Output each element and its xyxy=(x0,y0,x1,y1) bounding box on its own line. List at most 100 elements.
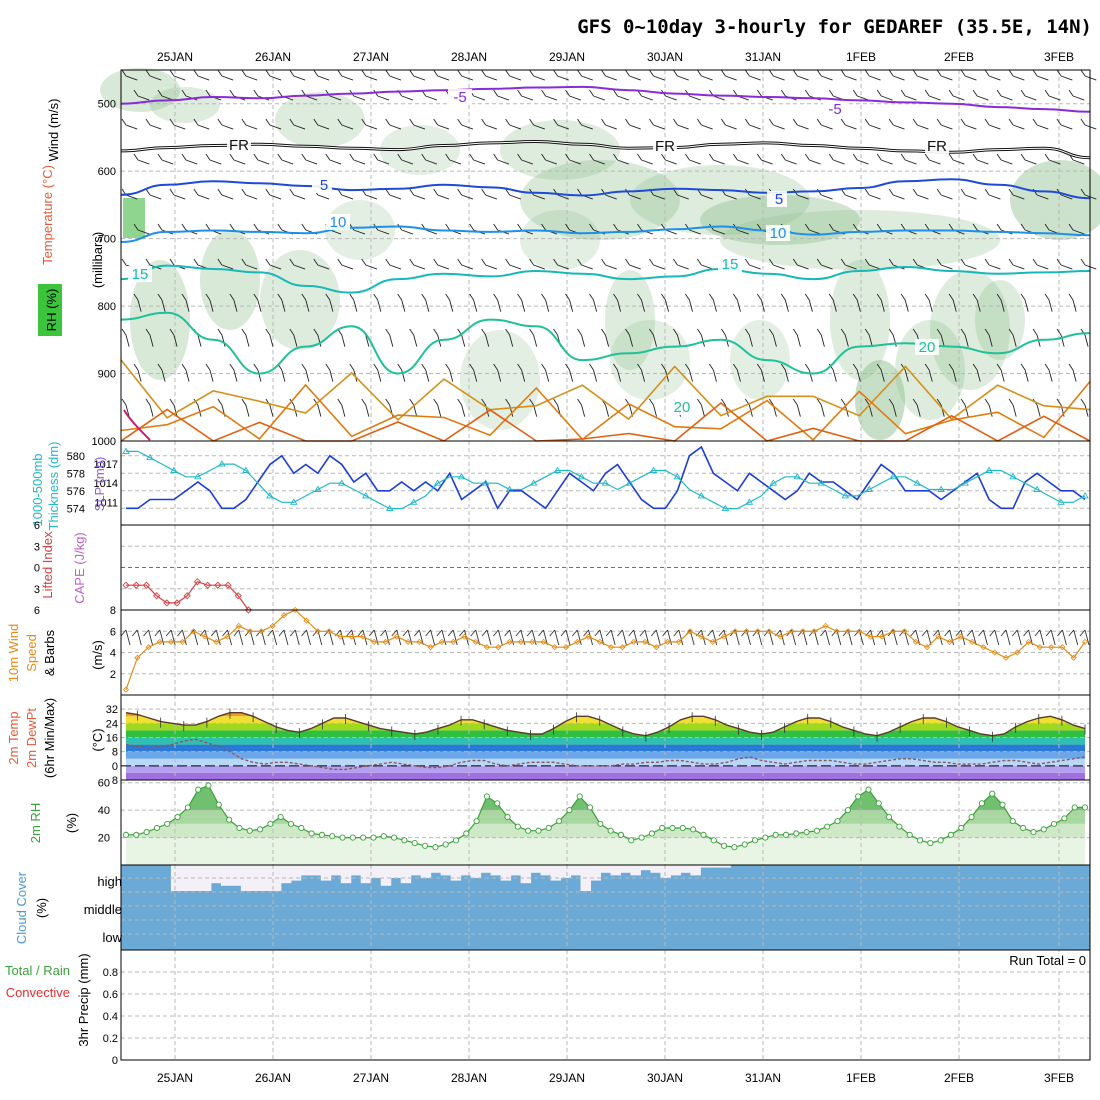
wind-barb-staff xyxy=(461,334,466,347)
wind-barb-flag xyxy=(625,328,630,336)
wind-barb-staff xyxy=(773,264,785,270)
wind-barb-staff xyxy=(293,124,306,130)
wind-barb-flag xyxy=(577,69,582,77)
wind-barb xyxy=(277,89,294,101)
wind-barb-staff xyxy=(521,369,526,382)
slp-marker xyxy=(721,504,730,512)
wind-barb xyxy=(637,293,646,312)
wind-barb-flag xyxy=(301,293,307,301)
wind-barb-staff xyxy=(964,194,977,200)
wind-barb-staff xyxy=(892,404,897,417)
rh-marker xyxy=(782,831,790,838)
wind-barb-10m xyxy=(470,629,481,646)
wind-speed-tick-label: 8 xyxy=(110,605,116,617)
wind-barb-flag xyxy=(217,118,223,126)
wind-barb-flag xyxy=(241,188,247,196)
wind-barb-flag xyxy=(912,188,918,196)
wind-barb-staff xyxy=(797,194,809,200)
wind-barb-10m xyxy=(447,629,458,646)
rh-marker xyxy=(844,807,851,814)
wind-barb-flag xyxy=(169,69,175,77)
cloud-cover-clear-bar xyxy=(380,865,392,886)
contour-label-bg xyxy=(718,256,742,272)
wind-barb-10m-flag xyxy=(425,629,431,637)
wind-barb-10m-flag xyxy=(594,629,601,637)
temp-tick-label: 8 xyxy=(112,747,118,759)
rh-marker xyxy=(545,824,552,832)
wind-barb xyxy=(744,258,761,270)
wind-barb xyxy=(145,188,162,200)
wind-barb xyxy=(529,118,546,130)
wind-barb-staff xyxy=(125,194,138,200)
wind-barb-staff xyxy=(557,75,569,81)
wind-barb xyxy=(852,153,869,165)
wind-barb-flag xyxy=(792,118,798,126)
wind-speed-marker xyxy=(912,638,919,645)
wind-barb xyxy=(912,188,929,200)
contour-label-bg xyxy=(448,89,472,105)
slp-marker xyxy=(1033,485,1041,492)
wind-barb-flag xyxy=(1056,258,1062,266)
wind-barb-staff xyxy=(773,124,785,130)
rh-axis-label: RH (%) xyxy=(44,289,59,332)
rh-marker xyxy=(947,831,954,838)
wind-barb-flag xyxy=(1020,89,1026,97)
wind-barb-flag xyxy=(121,328,127,336)
wind-barb xyxy=(241,188,258,200)
wind-barb-flag xyxy=(721,328,726,336)
wind-barb xyxy=(601,258,617,270)
cloud-cover-clear-bar xyxy=(550,865,562,881)
wind-barb xyxy=(337,69,354,81)
wind-barb xyxy=(1080,398,1089,417)
wind-speed-marker xyxy=(619,644,626,651)
wind-barb-flag xyxy=(613,293,618,301)
wind-barb xyxy=(876,293,885,312)
wind-barb xyxy=(577,258,593,270)
wind-barb-flag xyxy=(1020,363,1026,371)
slp-marker xyxy=(1081,492,1089,499)
wind-barb-staff xyxy=(509,194,522,200)
wind-barb-flag xyxy=(181,223,187,231)
wind-barb-staff xyxy=(497,299,502,312)
cloud-cover-clear-bar xyxy=(210,865,222,884)
wind-barb xyxy=(960,118,977,130)
thickness-tick-label: 574 xyxy=(67,503,85,515)
wind-barb-10m-flag xyxy=(346,629,352,637)
wind-speed-marker xyxy=(980,644,987,651)
rh-marker xyxy=(360,834,367,841)
wind-barb-staff xyxy=(665,299,669,312)
wind-barb-staff xyxy=(653,124,665,130)
slp-marker xyxy=(266,492,274,499)
wind-barb-staff xyxy=(161,299,166,312)
rh-legend-swatch xyxy=(38,284,62,336)
wind-barb-flag xyxy=(157,153,163,161)
wind-barb xyxy=(145,118,162,130)
wind-barb-staff xyxy=(149,404,154,417)
wind-barb xyxy=(637,363,646,382)
wind-barb-flag xyxy=(289,69,295,77)
cloud-cover-clear-bar xyxy=(490,865,502,876)
wind-barb-10m xyxy=(289,629,300,646)
wind-barb xyxy=(732,153,749,165)
wind-barb-10m-flag xyxy=(978,629,984,637)
wind-barb-staff xyxy=(317,404,322,417)
wind-barb xyxy=(1044,153,1061,165)
wind-barb xyxy=(685,293,693,312)
wind-speed-marker xyxy=(946,638,953,645)
cloud-cover-clear-bar xyxy=(330,865,342,876)
wind-barb-flag xyxy=(217,398,223,406)
wind-barb-staff xyxy=(569,299,574,312)
wind-barb xyxy=(876,89,893,101)
rh-line xyxy=(126,784,1085,848)
lifted-index-marker xyxy=(132,581,140,589)
wind-barb-staff xyxy=(185,159,198,165)
cloud-cover-clear-bar xyxy=(650,865,661,873)
wind-barb-flag xyxy=(481,328,486,336)
wind-barb xyxy=(481,118,498,130)
rh-marker xyxy=(380,833,387,840)
wind-barb-staff xyxy=(293,194,306,200)
wind-barb-flag xyxy=(972,89,978,97)
rh-marker xyxy=(978,800,985,807)
wind-speed-marker xyxy=(878,633,885,640)
wind-barb xyxy=(169,188,186,200)
